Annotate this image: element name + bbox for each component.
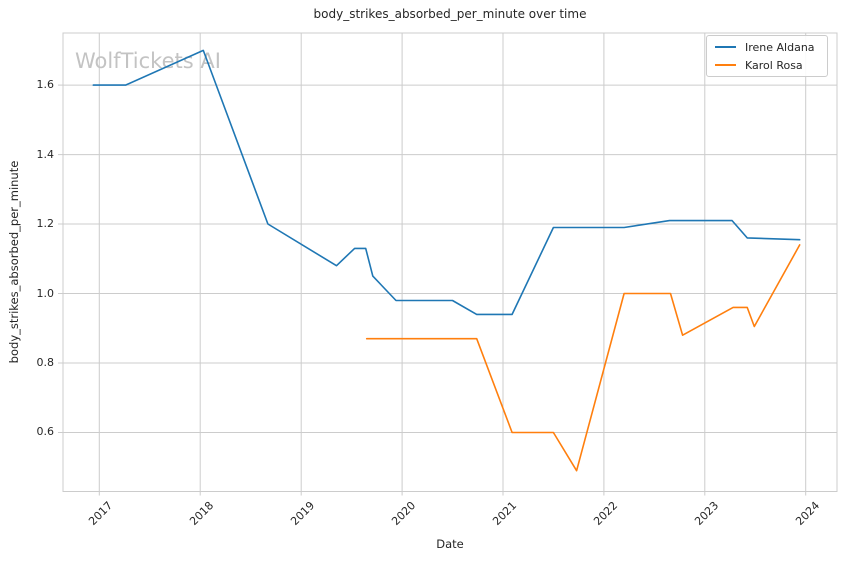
legend-line-swatch <box>715 64 736 66</box>
legend-line-swatch <box>715 46 736 48</box>
x-axis-label: Date <box>436 537 464 551</box>
series-line-irene-aldana <box>92 49 801 316</box>
y-tick-label: 1.2 <box>36 217 55 230</box>
y-tick-label: 1.4 <box>36 148 55 161</box>
legend-item-irene-aldana: Irene Aldana <box>715 38 819 56</box>
legend: Irene Aldana Karol Rosa <box>706 35 828 77</box>
plot-border <box>62 32 838 492</box>
series-line-karol-rosa <box>365 244 801 472</box>
legend-item-karol-rosa: Karol Rosa <box>715 56 819 74</box>
chart-title: body_strikes_absorbed_per_minute over ti… <box>313 7 587 21</box>
y-tick-label: 1.0 <box>36 287 55 300</box>
y-tick-label: 0.8 <box>36 356 55 369</box>
y-tick-label: 0.6 <box>36 425 55 438</box>
legend-label: Karol Rosa <box>745 58 803 72</box>
legend-label: Irene Aldana <box>745 40 815 54</box>
y-tick-label: 1.6 <box>36 78 55 91</box>
